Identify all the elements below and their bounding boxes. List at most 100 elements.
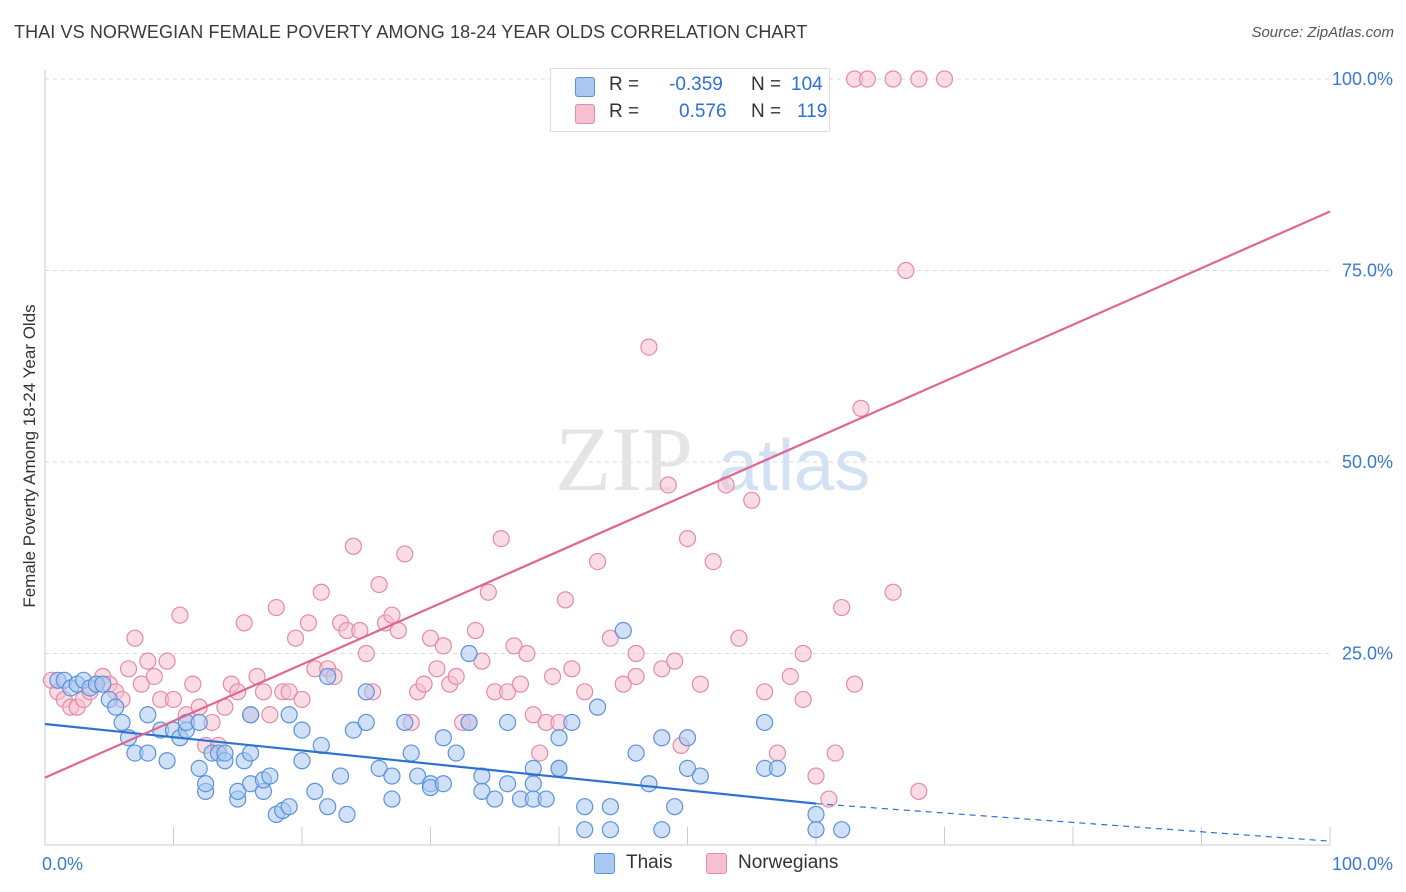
thais-point (550, 729, 568, 747)
thais-point (293, 752, 311, 770)
norwegians-point (678, 529, 697, 548)
thais-point (563, 713, 581, 732)
thais-point (242, 706, 260, 724)
norwegians-point (627, 644, 645, 663)
norwegians-point (119, 660, 138, 678)
thais-point (601, 798, 620, 816)
norwegians-point (826, 744, 844, 762)
thais-point (357, 683, 375, 701)
norwegians-point (659, 476, 677, 494)
norwegians-point (511, 675, 530, 693)
source-label: Source: ZipAtlas.com (1251, 24, 1394, 41)
thais-point (614, 621, 632, 640)
thais-point (678, 759, 697, 778)
thais-point (550, 759, 568, 778)
norwegians-point (794, 644, 812, 663)
norwegians-point (588, 552, 607, 571)
norwegians-point (267, 598, 285, 617)
norwegians-point (235, 614, 253, 632)
norwegians-point (479, 583, 497, 601)
y-tick-label: 50.0% (1342, 452, 1393, 472)
thais-point (383, 790, 401, 808)
norwegians-point (492, 529, 510, 548)
thais-point (678, 729, 697, 747)
tick-labels: 25.0% 50.0% 75.0% 100.0% 0.0% 100.0% (42, 69, 1393, 874)
thais-point (402, 744, 420, 762)
thais-point (370, 759, 388, 778)
norwegians-point (576, 683, 594, 701)
thais-point (319, 798, 337, 816)
norwegians-legend-swatch (706, 853, 727, 874)
norwegians-point (370, 575, 388, 594)
norwegians-point (640, 338, 658, 356)
norwegians-point (145, 667, 163, 686)
watermark-zip: ZIP (555, 408, 693, 510)
thais-point (158, 752, 176, 770)
thais-point (447, 744, 465, 762)
thais-point (434, 775, 452, 793)
norwegians-point (383, 606, 401, 624)
norwegians-point (254, 683, 273, 701)
thais-point (755, 713, 774, 732)
norwegians-point (781, 667, 799, 686)
norwegians-point (531, 744, 549, 762)
thais-point (807, 821, 825, 839)
norwegians-point (286, 629, 305, 647)
thais-point (139, 706, 157, 724)
norwegians-point (357, 644, 375, 663)
norwegians-swatch (575, 104, 595, 124)
thais-swatch (575, 77, 595, 97)
thais-points (49, 621, 851, 839)
thais-point (807, 805, 825, 823)
correlation-legend: R = -0.359 N = 104 R = 0.576 N = 119 (550, 68, 830, 132)
chart-title: THAI VS NORWEGIAN FEMALE POVERTY AMONG 1… (14, 22, 808, 42)
norwegians-point (415, 675, 433, 693)
thais-point (280, 706, 298, 724)
norwegians-point (691, 675, 709, 693)
norwegians-point (524, 706, 542, 724)
norwegians-n-value: 119 (797, 101, 828, 122)
norwegians-point (164, 690, 183, 709)
thais-point (486, 790, 504, 808)
n-label: N = (751, 74, 782, 95)
norwegians-point (126, 629, 144, 647)
thais-point (216, 744, 234, 762)
thais-point (261, 767, 279, 785)
thais-point (280, 798, 298, 816)
thais-point (383, 767, 401, 785)
norwegians-point (627, 667, 645, 686)
norwegians-point (466, 621, 485, 640)
thais-point (588, 698, 607, 716)
norwegians-point (743, 491, 761, 509)
r-label: R = (609, 101, 640, 122)
thais-point (113, 713, 131, 732)
norwegians-point (807, 767, 825, 785)
thais-legend-swatch (594, 853, 615, 874)
thais-point (331, 767, 350, 785)
norwegians-point (293, 690, 311, 709)
norwegians-point (473, 652, 491, 670)
norwegians-point (794, 690, 812, 709)
x-tick-label: 0.0% (42, 854, 83, 874)
thais-point (601, 821, 620, 839)
thais-point (537, 790, 555, 808)
thais-point (107, 698, 125, 716)
norwegians-point (563, 660, 581, 678)
thais-n-value: 104 (791, 74, 823, 95)
norwegians-point (396, 545, 414, 563)
norwegians-point (518, 644, 536, 663)
thais-point (409, 767, 427, 785)
thais-point (139, 744, 157, 762)
r-label: R = (609, 74, 640, 95)
thais-point (344, 721, 362, 739)
axes (44, 70, 1331, 846)
norwegians-point (910, 70, 928, 88)
thais-point (306, 782, 324, 800)
thais-point (640, 775, 658, 793)
thais-point (499, 775, 517, 793)
norwegians-point (312, 583, 330, 601)
thais-point (666, 798, 684, 816)
thais-point (190, 713, 208, 732)
watermark: ZIP atlas (555, 408, 870, 510)
norwegians-point (601, 629, 620, 647)
